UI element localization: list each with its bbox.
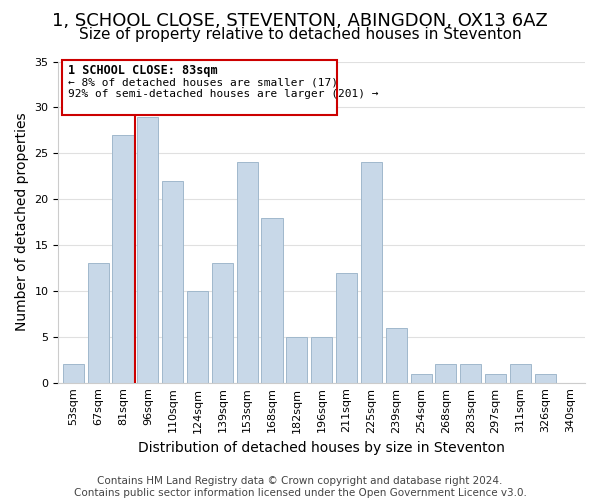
Bar: [336, 272, 357, 382]
Bar: [535, 374, 556, 382]
Bar: [311, 337, 332, 382]
Bar: [212, 264, 233, 382]
Text: Contains HM Land Registry data © Crown copyright and database right 2024.
Contai: Contains HM Land Registry data © Crown c…: [74, 476, 526, 498]
Bar: [361, 162, 382, 382]
Bar: [162, 181, 183, 382]
Bar: [436, 364, 457, 382]
Bar: [112, 135, 134, 382]
Bar: [236, 162, 258, 382]
Text: 1 SCHOOL CLOSE: 83sqm: 1 SCHOOL CLOSE: 83sqm: [68, 64, 218, 78]
Bar: [88, 264, 109, 382]
X-axis label: Distribution of detached houses by size in Steventon: Distribution of detached houses by size …: [138, 441, 505, 455]
Text: 1, SCHOOL CLOSE, STEVENTON, ABINGDON, OX13 6AZ: 1, SCHOOL CLOSE, STEVENTON, ABINGDON, OX…: [52, 12, 548, 30]
Text: ← 8% of detached houses are smaller (17): ← 8% of detached houses are smaller (17): [68, 77, 338, 87]
Text: 92% of semi-detached houses are larger (201) →: 92% of semi-detached houses are larger (…: [68, 89, 379, 99]
FancyBboxPatch shape: [62, 60, 337, 114]
Bar: [386, 328, 407, 382]
Text: Size of property relative to detached houses in Steventon: Size of property relative to detached ho…: [79, 28, 521, 42]
Bar: [63, 364, 84, 382]
Bar: [286, 337, 307, 382]
Bar: [485, 374, 506, 382]
Bar: [410, 374, 431, 382]
Bar: [510, 364, 531, 382]
Bar: [187, 291, 208, 382]
Bar: [262, 218, 283, 382]
Bar: [460, 364, 481, 382]
Bar: [137, 116, 158, 382]
Y-axis label: Number of detached properties: Number of detached properties: [15, 113, 29, 332]
